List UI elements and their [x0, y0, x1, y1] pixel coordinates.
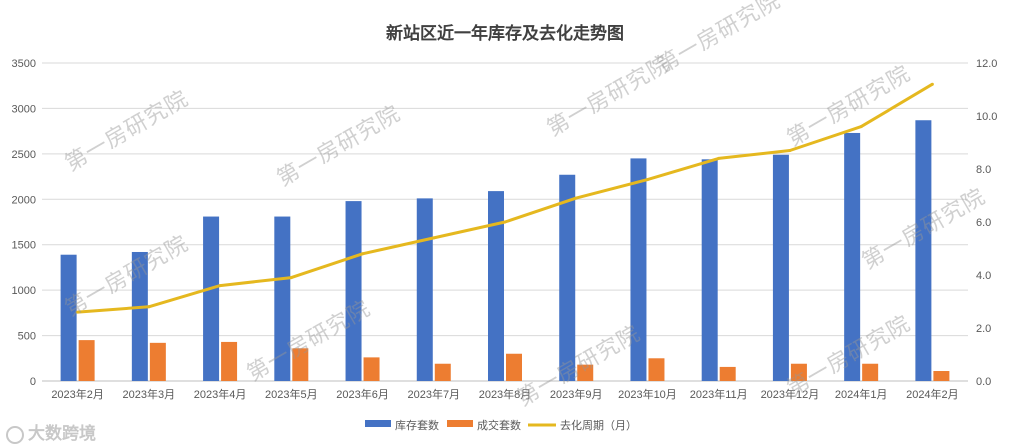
legend-label: 去化周期（月）	[560, 418, 637, 432]
inventory-bar	[274, 216, 291, 381]
x-axis-labels: 2023年2月 2023年3月 2023年4月 2023年5月 2023年6月 2023年…	[51, 387, 958, 401]
cycle-point	[574, 196, 578, 200]
inventory-bar	[131, 251, 148, 381]
x-tick-label: 2023年7月	[407, 387, 460, 401]
x-tick-label: 2024年2月	[906, 387, 959, 401]
inventory-bar	[701, 159, 718, 381]
sales-bar	[78, 340, 95, 381]
legend-label: 成交套数	[477, 418, 521, 432]
x-tick-label: 2023年4月	[194, 387, 247, 401]
right-tick-label: 6.0	[976, 217, 991, 229]
legend: 库存套数 成交套数 去化周期（月）	[365, 418, 637, 432]
left-tick-label: 2000	[12, 194, 36, 206]
brand-text: 大数跨境	[28, 424, 96, 443]
sales-bar	[221, 341, 238, 381]
inventory-bar	[559, 174, 576, 381]
sales-bar	[862, 363, 879, 381]
right-tick-label: 10.0	[976, 111, 997, 123]
inventory-bar	[772, 154, 789, 381]
sales-bar	[577, 364, 594, 381]
left-tick-label: 2500	[12, 149, 36, 161]
cycle-point	[218, 284, 222, 288]
x-tick-label: 2023年6月	[336, 387, 389, 401]
legend-swatch	[365, 420, 391, 427]
gridlines	[42, 62, 968, 382]
cycle-point	[859, 125, 863, 129]
sales-bar	[363, 357, 380, 381]
right-tick-label: 0.0	[976, 376, 991, 388]
cycle-point	[788, 148, 792, 152]
sales-bar	[933, 371, 950, 381]
inventory-bar	[488, 191, 504, 381]
x-tick-label: 2023年11月	[690, 387, 748, 401]
sales-bar	[434, 363, 451, 381]
right-tick-label: 8.0	[976, 164, 991, 176]
x-tick-label: 2023年2月	[51, 387, 104, 401]
bars	[60, 120, 950, 382]
legend-label: 库存套数	[395, 418, 439, 432]
sales-bar	[648, 358, 665, 381]
x-tick-label: 2023年3月	[123, 387, 176, 401]
left-tick-label: 1500	[12, 240, 36, 252]
sales-bar	[719, 366, 736, 381]
inventory-bar	[844, 132, 861, 381]
x-tick-label: 2024年1月	[835, 387, 888, 401]
inventory-bar	[630, 158, 647, 381]
cycle-point	[930, 82, 934, 86]
right-tick-label: 12.0	[976, 58, 997, 70]
x-tick-label: 2023年8月	[479, 387, 532, 401]
cycle-line	[76, 82, 934, 314]
cycle-point	[361, 252, 365, 256]
left-tick-label: 3000	[12, 103, 36, 115]
sales-bar	[506, 353, 522, 381]
cycle-point	[717, 156, 721, 160]
brand-logo: 大数跨境	[6, 419, 96, 444]
cycle-point	[432, 236, 436, 240]
cycle-point	[503, 220, 507, 224]
left-tick-label: 500	[18, 331, 36, 343]
sales-bar	[149, 342, 166, 381]
brand-circle-icon	[6, 426, 24, 444]
right-tick-label: 2.0	[976, 323, 991, 335]
x-tick-label: 2023年9月	[550, 387, 603, 401]
cycle-point	[289, 276, 293, 280]
sales-bar	[292, 348, 309, 381]
x-tick-label: 2023年10月	[618, 387, 677, 401]
cycle-point	[76, 310, 80, 314]
sales-bar	[790, 363, 807, 381]
right-tick-label: 4.0	[976, 270, 991, 282]
inventory-bar	[345, 201, 362, 381]
inventory-bar	[60, 254, 77, 381]
cycle-point	[645, 178, 649, 182]
left-tick-label: 3500	[12, 58, 36, 70]
left-tick-label: 1000	[12, 285, 36, 297]
right-axis-ticks: 0.0 2.0 4.0 6.0 8.0 10.0 12.0	[976, 58, 997, 388]
cycle-point	[147, 305, 151, 309]
inventory-bar	[416, 198, 433, 381]
x-tick-label: 2023年5月	[265, 387, 318, 401]
chart-title: 新站区近一年库存及去化走势图	[386, 23, 624, 43]
left-axis-ticks: 0 500 1000 1500 2000 2500 3000 3500	[12, 58, 36, 388]
x-tick-label: 2023年12月	[761, 387, 820, 401]
legend-swatch	[447, 420, 473, 427]
left-tick-label: 0	[30, 376, 36, 388]
inventory-bar	[203, 216, 220, 381]
inventory-bar	[915, 120, 932, 382]
